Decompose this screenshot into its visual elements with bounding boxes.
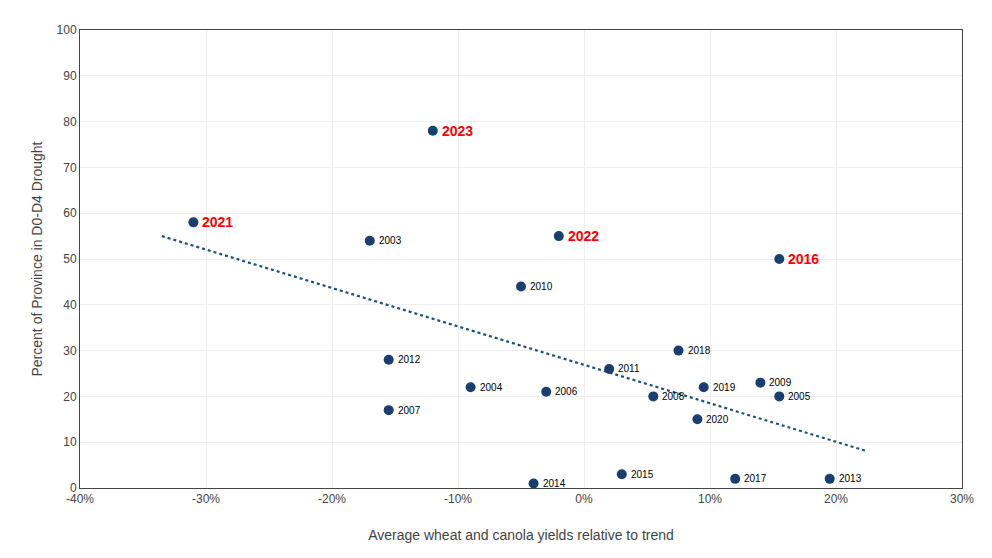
svg-text:90: 90 bbox=[63, 69, 77, 83]
svg-text:0%: 0% bbox=[575, 492, 593, 506]
svg-text:2012: 2012 bbox=[398, 354, 421, 365]
svg-text:2018: 2018 bbox=[688, 345, 711, 356]
svg-text:2014: 2014 bbox=[543, 478, 566, 489]
svg-text:50: 50 bbox=[63, 252, 77, 266]
svg-text:2010: 2010 bbox=[530, 281, 553, 292]
svg-text:2023: 2023 bbox=[442, 123, 473, 139]
svg-text:2003: 2003 bbox=[379, 235, 402, 246]
svg-text:30%: 30% bbox=[950, 492, 974, 506]
svg-text:2019: 2019 bbox=[713, 382, 736, 393]
svg-text:-20%: -20% bbox=[318, 492, 346, 506]
svg-text:2013: 2013 bbox=[839, 473, 862, 484]
svg-text:2021: 2021 bbox=[202, 214, 233, 230]
svg-text:Average wheat and canola yield: Average wheat and canola yields relative… bbox=[368, 527, 674, 543]
svg-text:-10%: -10% bbox=[444, 492, 472, 506]
svg-text:2015: 2015 bbox=[631, 469, 654, 480]
svg-text:2020: 2020 bbox=[706, 414, 729, 425]
svg-text:70: 70 bbox=[63, 161, 77, 175]
svg-text:20%: 20% bbox=[824, 492, 848, 506]
svg-text:80: 80 bbox=[63, 115, 77, 129]
svg-text:2008: 2008 bbox=[662, 391, 685, 402]
svg-text:0: 0 bbox=[70, 481, 77, 495]
svg-text:20: 20 bbox=[63, 390, 77, 404]
svg-text:30: 30 bbox=[63, 344, 77, 358]
svg-text:2011: 2011 bbox=[618, 363, 640, 374]
svg-text:10: 10 bbox=[63, 435, 77, 449]
svg-text:10%: 10% bbox=[698, 492, 722, 506]
svg-text:60: 60 bbox=[63, 206, 77, 220]
svg-text:-30%: -30% bbox=[192, 492, 220, 506]
svg-text:2022: 2022 bbox=[568, 228, 599, 244]
svg-text:2005: 2005 bbox=[788, 391, 811, 402]
svg-text:100: 100 bbox=[57, 23, 77, 37]
svg-text:2007: 2007 bbox=[398, 405, 421, 416]
svg-text:2009: 2009 bbox=[769, 377, 792, 388]
svg-text:2017: 2017 bbox=[744, 473, 767, 484]
svg-text:Percent of Province in D0-D4 D: Percent of Province in D0-D4 Drought bbox=[29, 141, 45, 376]
svg-text:40: 40 bbox=[63, 298, 77, 312]
svg-text:2016: 2016 bbox=[788, 251, 819, 267]
svg-text:2006: 2006 bbox=[555, 386, 578, 397]
svg-text:-40%: -40% bbox=[66, 492, 94, 506]
svg-text:2004: 2004 bbox=[480, 382, 503, 393]
